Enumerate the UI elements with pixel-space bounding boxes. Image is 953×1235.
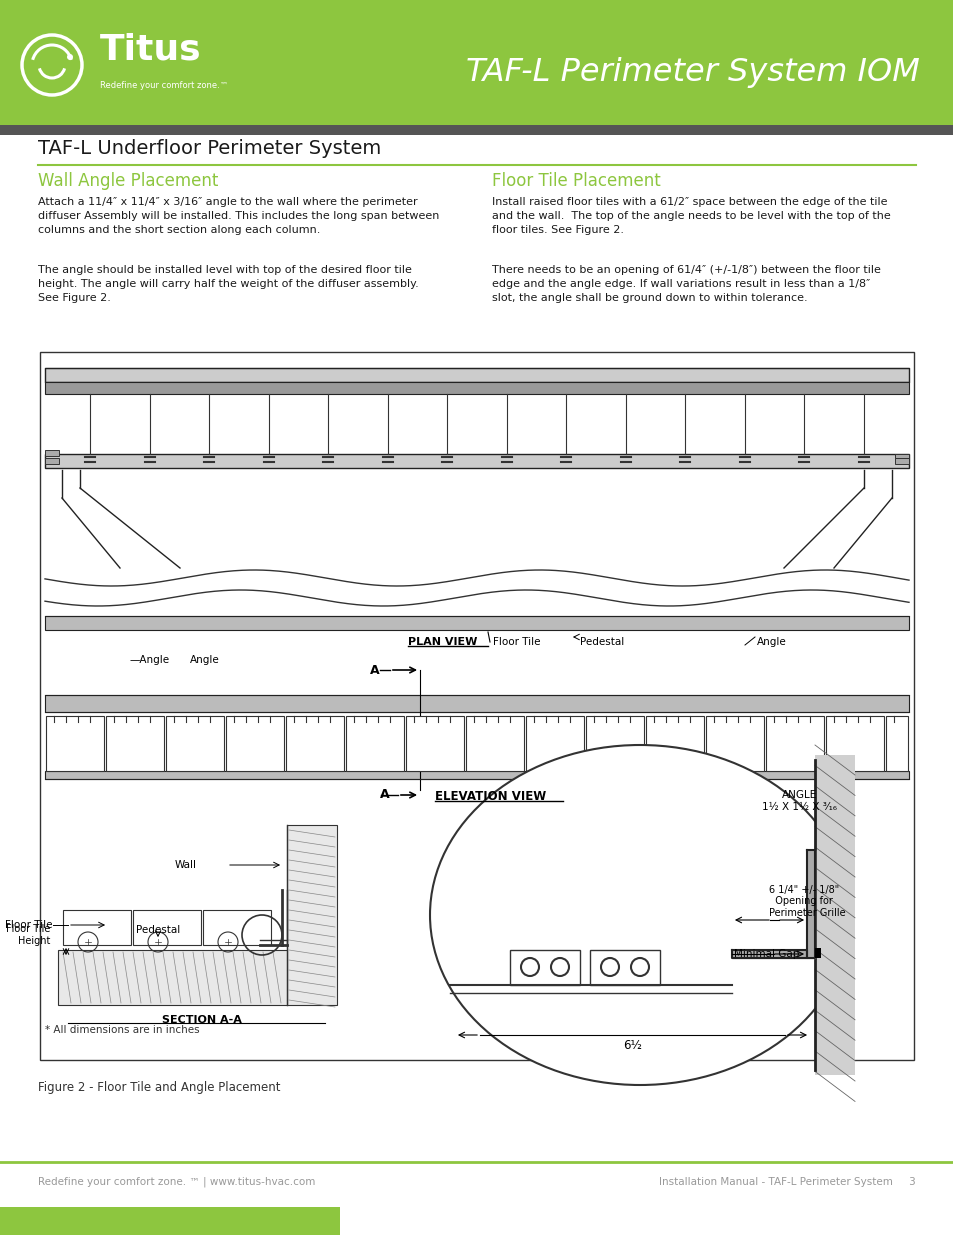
Polygon shape (731, 950, 806, 958)
Bar (465, 716, 523, 771)
Bar (589, 950, 659, 986)
Bar (45, 616, 908, 630)
Bar (765, 716, 823, 771)
Bar (814, 755, 854, 1074)
Text: A: A (380, 788, 390, 802)
Bar (287, 825, 336, 1005)
Bar (106, 716, 164, 771)
Bar (166, 716, 224, 771)
Bar (226, 716, 284, 771)
Bar (825, 716, 883, 771)
Bar (45, 450, 59, 456)
Text: Wall Angle Placement: Wall Angle Placement (38, 172, 218, 190)
Text: * All dimensions are in inches: * All dimensions are in inches (45, 1025, 199, 1035)
Bar (525, 716, 583, 771)
Bar (894, 458, 908, 464)
Text: Wall: Wall (174, 860, 196, 869)
Bar (885, 716, 907, 771)
Text: ANGLE
1½ X 1½ X ³⁄₁₆: ANGLE 1½ X 1½ X ³⁄₁₆ (761, 790, 837, 811)
Bar (203, 910, 271, 945)
Text: Redefine your comfort zone.™: Redefine your comfort zone.™ (100, 80, 228, 89)
Bar (0, 0, 953, 125)
Text: PLAN VIEW: PLAN VIEW (408, 637, 476, 647)
Text: There needs to be an opening of 61/4″ (+/-1/8″) between the floor tile
edge and : There needs to be an opening of 61/4″ (+… (492, 266, 880, 303)
Bar (40, 352, 913, 1060)
Text: Floor Tile: Floor Tile (6, 920, 53, 930)
Text: TAF-L Underfloor Perimeter System: TAF-L Underfloor Perimeter System (38, 140, 381, 158)
Text: TAF-L Perimeter System IOM: TAF-L Perimeter System IOM (466, 57, 919, 88)
Bar (0, 125, 953, 135)
Text: 6½: 6½ (622, 1039, 641, 1052)
Bar (45, 458, 59, 464)
Bar (346, 716, 403, 771)
Bar (286, 716, 344, 771)
Text: Redefine your comfort zone. ™ | www.titus-hvac.com: Redefine your comfort zone. ™ | www.titu… (38, 1177, 315, 1187)
Ellipse shape (430, 745, 849, 1086)
Bar (63, 910, 131, 945)
Text: Angle: Angle (757, 637, 786, 647)
Bar (58, 950, 287, 1005)
Text: Floor Tile Placement: Floor Tile Placement (492, 172, 660, 190)
Bar (45, 454, 908, 468)
Text: Pedestal: Pedestal (579, 637, 623, 647)
Circle shape (67, 54, 73, 61)
Text: The angle should be installed level with top of the desired floor tile
height. T: The angle should be installed level with… (38, 266, 418, 303)
Text: Minimal Gap: Minimal Gap (733, 948, 799, 960)
Bar (645, 716, 703, 771)
Bar (814, 948, 821, 958)
Bar (45, 368, 908, 382)
Text: A: A (370, 663, 379, 677)
Text: Attach a 11/4″ x 11/4″ x 3/16″ angle to the wall where the perimeter
diffuser As: Attach a 11/4″ x 11/4″ x 3/16″ angle to … (38, 198, 439, 235)
Text: ELEVATION VIEW: ELEVATION VIEW (435, 790, 546, 804)
Bar (45, 695, 908, 713)
Text: —Angle: —Angle (130, 655, 170, 664)
Text: Installation Manual - TAF-L Perimeter System     3: Installation Manual - TAF-L Perimeter Sy… (659, 1177, 915, 1187)
Bar (45, 771, 908, 779)
Bar (0, 1207, 339, 1235)
Bar (406, 716, 463, 771)
Text: Angle: Angle (190, 655, 219, 664)
Bar (894, 454, 908, 458)
Text: Figure 2 - Floor Tile and Angle Placement: Figure 2 - Floor Tile and Angle Placemen… (38, 1082, 280, 1094)
Text: Install raised floor tiles with a 61/2″ space between the edge of the tile
and t: Install raised floor tiles with a 61/2″ … (492, 198, 890, 235)
Bar (45, 382, 908, 394)
Bar (585, 716, 643, 771)
Text: Titus: Titus (100, 33, 201, 67)
Bar (132, 910, 201, 945)
Bar (510, 950, 579, 986)
Text: Pedestal: Pedestal (135, 925, 180, 935)
Text: SECTION A-A: SECTION A-A (161, 1015, 241, 1025)
Bar (46, 716, 104, 771)
Bar (705, 716, 763, 771)
Polygon shape (806, 850, 814, 958)
Text: Floor Tile: Floor Tile (493, 637, 540, 647)
Text: Floor Tile
Height: Floor Tile Height (6, 924, 50, 946)
Text: 6 1/4" +/- 1/8"
  Opening for
Perimeter Grille: 6 1/4" +/- 1/8" Opening for Perimeter Gr… (769, 884, 845, 918)
